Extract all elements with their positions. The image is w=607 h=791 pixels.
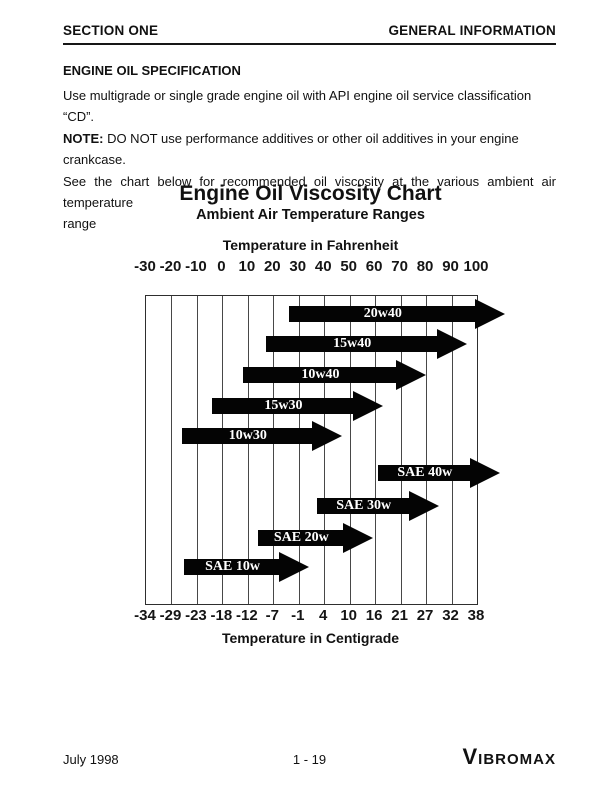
fahrenheit-tick: 50 xyxy=(340,258,358,275)
oil-range-arrow: SAE 40w xyxy=(377,458,500,488)
chart-subtitle: Ambient Air Temperature Ranges xyxy=(196,207,425,223)
fahrenheit-tick: 40 xyxy=(314,258,332,275)
oil-range-arrow: SAE 10w xyxy=(184,552,309,582)
spec-paragraph-oil: Use multigrade or single grade engine oi… xyxy=(63,88,532,125)
footer-page-number: 1 - 19 xyxy=(292,752,327,767)
fahrenheit-tick: -30 xyxy=(134,258,156,275)
arrow-head xyxy=(312,421,343,451)
footer-date: July 1998 xyxy=(63,752,119,767)
fahrenheit-axis-label: Temperature in Fahrenheit xyxy=(222,237,399,253)
centigrade-tick: 16 xyxy=(365,607,383,624)
plot-area: 20w40 15w40 10w40 15w30 10w30 SAE 40w SAE 30w S… xyxy=(145,295,505,605)
fahrenheit-tick: 60 xyxy=(365,258,383,275)
arrow-shaft xyxy=(184,559,281,575)
centigrade-tick: 27 xyxy=(416,607,434,624)
gridline xyxy=(298,296,300,604)
fahrenheit-tick: 0 xyxy=(217,258,226,275)
fahrenheit-tick: -20 xyxy=(159,258,182,275)
gridline xyxy=(222,296,224,604)
oil-range-arrow: 10w40 xyxy=(242,360,427,390)
gridline xyxy=(171,296,173,604)
centigrade-tick: -12 xyxy=(236,607,258,624)
oil-range-arrow: 20w40 xyxy=(288,299,505,329)
arrow-shaft xyxy=(288,306,477,322)
arrow-label: SAE 20w xyxy=(273,530,329,545)
oil-range-arrow: SAE 30w xyxy=(316,491,439,521)
fahrenheit-tick: 10 xyxy=(238,258,256,275)
arrow-label: 15w30 xyxy=(264,398,303,413)
arrow-shaft xyxy=(212,398,355,414)
fahrenheit-tick: 90 xyxy=(442,258,459,275)
centigrade-tick: 10 xyxy=(340,607,358,624)
note-label: NOTE: xyxy=(63,130,104,146)
gridline xyxy=(451,296,453,604)
fahrenheit-tick: 20 xyxy=(263,258,281,275)
arrow-head xyxy=(469,458,500,488)
gridline xyxy=(375,296,377,604)
gridline xyxy=(247,296,249,604)
centigrade-tick: -18 xyxy=(210,607,233,624)
gridline xyxy=(426,296,428,604)
centigrade-axis-label: Temperature in Centigrade xyxy=(221,630,400,646)
spec-paragraph-note: NOTE: DO NOT use performance additives o… xyxy=(63,128,556,171)
fahrenheit-tick: -10 xyxy=(185,258,207,275)
oil-range-arrow: 10w30 xyxy=(181,421,343,451)
arrow-label: 10w30 xyxy=(228,428,267,443)
header-rule xyxy=(63,43,556,45)
oil-range-arrow: 15w40 xyxy=(265,329,467,359)
arrow-shaft xyxy=(377,465,472,481)
arrow-head xyxy=(408,491,439,521)
oil-range-arrow: 15w30 xyxy=(212,391,383,421)
centigrade-tick: -29 xyxy=(159,607,182,624)
centigrade-tick: -7 xyxy=(265,607,279,624)
arrow-head xyxy=(352,391,383,421)
spec-paragraph-see-chart: See the chart below for recommended oil … xyxy=(63,173,556,211)
centigrade-tick: -34 xyxy=(134,607,156,624)
fahrenheit-tick-row: -30 -20 -10 0 10 20 30 40 50 60 70 80 90 100 xyxy=(134,258,488,275)
spec-heading: ENGINE OIL SPECIFICATION xyxy=(63,63,241,78)
spec-paragraph-range: range xyxy=(63,216,97,232)
fahrenheit-tick: 80 xyxy=(416,258,434,275)
arrow-shaft xyxy=(265,336,439,352)
centigrade-tick: 4 xyxy=(319,607,328,624)
arrow-shaft xyxy=(242,367,399,383)
arrow-shaft xyxy=(316,498,411,514)
gridline xyxy=(196,296,198,604)
arrow-label: SAE 30w xyxy=(336,498,392,513)
gridline xyxy=(349,296,351,604)
page-header: SECTION ONE GENERAL INFORMATION xyxy=(63,23,556,38)
arrow-label: SAE 10w xyxy=(205,559,260,574)
oil-range-arrow: SAE 20w xyxy=(258,523,373,553)
arrow-shaft xyxy=(181,428,315,444)
centigrade-tick: -23 xyxy=(185,607,207,624)
arrow-label: 20w40 xyxy=(363,306,402,321)
arrow-head xyxy=(342,523,373,553)
arrow-head xyxy=(396,360,427,390)
centigrade-tick: 38 xyxy=(467,607,485,624)
fahrenheit-tick: 30 xyxy=(289,258,307,275)
centigrade-tick-row: -34 -29 -23 -18 -12 -7 -1 4 10 16 21 27 32 38 xyxy=(134,607,484,624)
gridline xyxy=(400,296,402,604)
centigrade-tick: 32 xyxy=(442,607,459,624)
centigrade-tick: 21 xyxy=(391,607,408,624)
fahrenheit-tick: 100 xyxy=(463,258,489,275)
arrow-shaft xyxy=(258,530,345,546)
gridline xyxy=(273,296,275,604)
arrow-head xyxy=(436,329,467,359)
centigrade-tick: -1 xyxy=(291,607,305,624)
spec-text-block: ENGINE OIL SPECIFICATION Use multigrade … xyxy=(63,63,556,235)
section-label: SECTION ONE xyxy=(63,23,159,38)
brand-logo: VIBROMAX xyxy=(462,744,556,769)
arrow-label: 10w40 xyxy=(301,367,340,382)
arrow-label: SAE 40w xyxy=(397,465,453,480)
arrow-label: 15w40 xyxy=(333,336,372,351)
fahrenheit-tick: 70 xyxy=(391,258,408,275)
page-footer: July 1998 1 - 19 VIBROMAX xyxy=(63,744,556,770)
arrow-head xyxy=(475,299,505,329)
note-text: DO NOT use performance additives or othe… xyxy=(63,130,519,168)
chapter-label: GENERAL INFORMATION xyxy=(388,23,556,38)
chart-title: Engine Oil Viscosity Chart xyxy=(179,182,442,205)
arrow-head xyxy=(278,552,309,582)
